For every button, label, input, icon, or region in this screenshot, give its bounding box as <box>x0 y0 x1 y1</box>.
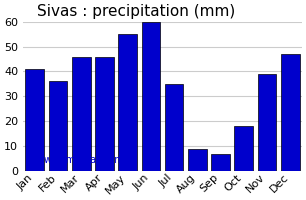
Bar <box>165 84 183 171</box>
Bar <box>49 81 67 171</box>
Text: www.allmetsat.com: www.allmetsat.com <box>29 155 125 165</box>
Bar <box>281 54 300 171</box>
Bar <box>142 22 160 171</box>
Bar <box>188 149 207 171</box>
Text: Sivas : precipitation (mm): Sivas : precipitation (mm) <box>37 4 235 19</box>
Bar <box>211 154 230 171</box>
Bar <box>25 69 44 171</box>
Bar <box>118 34 137 171</box>
Bar <box>258 74 276 171</box>
Bar <box>72 57 91 171</box>
Bar <box>234 126 253 171</box>
Bar <box>95 57 114 171</box>
